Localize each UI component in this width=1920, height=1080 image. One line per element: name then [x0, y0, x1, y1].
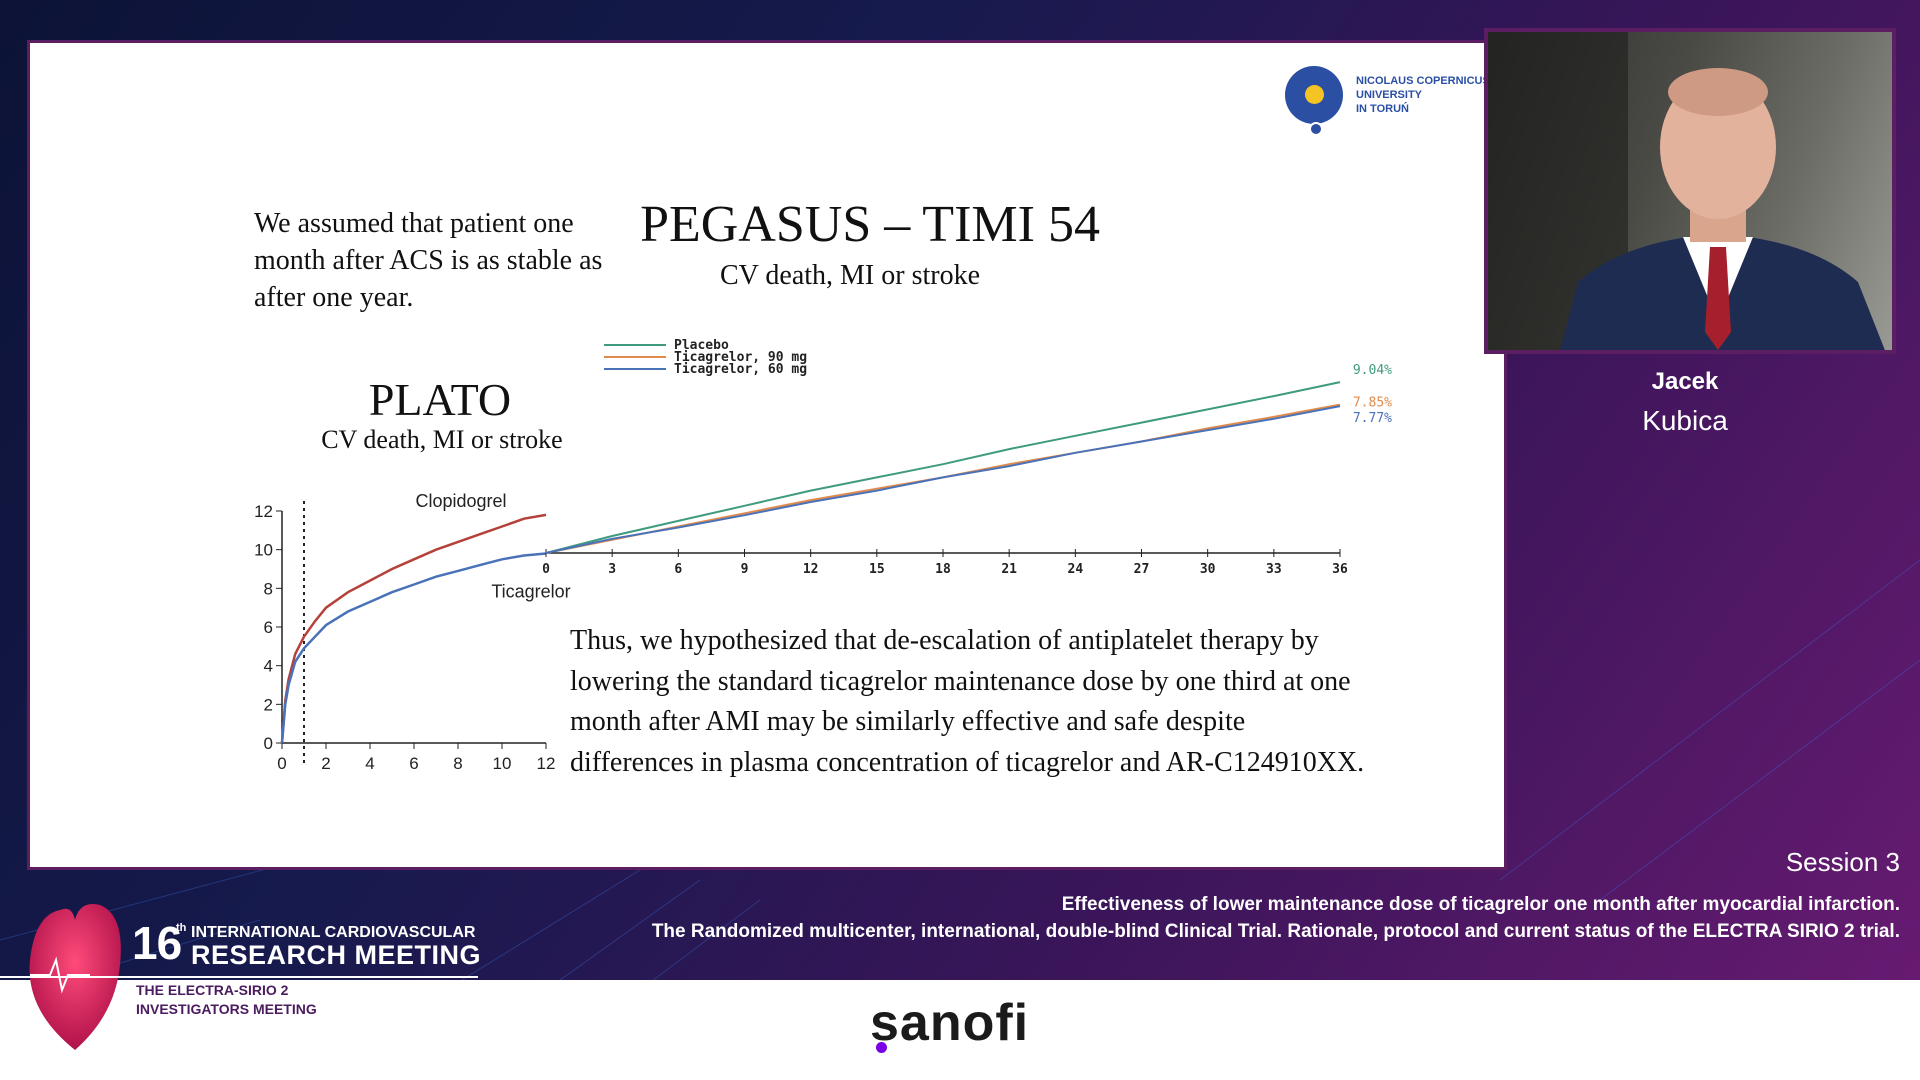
plato-y-tick-label: 6 [264, 618, 273, 637]
speaker-figure [1488, 32, 1885, 350]
pegasus-x-tick-label: 18 [935, 562, 951, 577]
plato-x-tick-label: 2 [321, 754, 330, 773]
pegasus-end-label: 7.85% [1353, 396, 1392, 411]
sponsor-logo: sanofi [870, 994, 1030, 1052]
speaker-last-name: Kubica [1642, 405, 1728, 436]
session-label: Session 3 [1785, 847, 1900, 877]
plato-series-label: Clopidogrel [415, 491, 506, 511]
pegasus-x-tick-label: 30 [1200, 562, 1216, 577]
plato-subtitle: CV death, MI or stroke [321, 425, 563, 454]
pegasus-x-tick-label: 0 [542, 562, 550, 577]
plato-x-tick-label: 6 [409, 754, 418, 773]
talk-title-line2: The Randomized multicenter, internationa… [651, 921, 1900, 942]
pegasus-legend-label: Ticagrelor, 90 mg [674, 350, 807, 365]
sponsor-dot-icon [876, 1042, 887, 1053]
brand-divider [0, 976, 478, 978]
university-name: NICOLAUS COPERNICUS UNIVERSITY IN TORUŃ [1356, 74, 1490, 116]
assumption-text: We assumed that patient one month after … [254, 208, 603, 313]
university-line1: NICOLAUS COPERNICUS [1356, 75, 1490, 87]
pegasus-x-tick-label: 33 [1266, 562, 1282, 577]
pegasus-x-tick-label: 36 [1332, 562, 1348, 577]
pegasus-end-label: 7.77% [1353, 411, 1392, 426]
plato-x-tick-label: 8 [453, 754, 462, 773]
plato-series-line [280, 552, 547, 744]
pegasus-title: PEGASUS – TIMI 54 [640, 196, 1100, 253]
edition-number: 16 [132, 917, 182, 969]
investigators-line2: INVESTIGATORS MEETING [136, 1001, 317, 1017]
pegasus-x-tick-label: 24 [1068, 562, 1084, 577]
speaker-first-name: Jacek [1651, 368, 1719, 395]
logo-dot-icon [1309, 122, 1323, 136]
plato-series-label: Ticagrelor [491, 582, 570, 602]
university-logo: NICOLAUS COPERNICUS UNIVERSITY IN TORUŃ [1285, 66, 1504, 136]
meeting-name-line2: RESEARCH MEETING [191, 940, 482, 970]
pegasus-end-label: 9.04% [1353, 363, 1392, 378]
plato-y-tick-label: 4 [264, 657, 273, 676]
plato-y-tick-label: 12 [254, 502, 273, 521]
sponsor-footer [0, 980, 1920, 1080]
university-line2: UNIVERSITY [1356, 89, 1423, 101]
plato-title: PLATO [368, 374, 512, 425]
pegasus-x-tick-label: 9 [741, 562, 749, 577]
pegasus-x-tick-label: 27 [1134, 562, 1150, 577]
pegasus-legend-label: Placebo [674, 338, 729, 353]
talk-title-line1: Effectiveness of lower maintenance dose … [1061, 894, 1900, 915]
pegasus-x-tick-label: 12 [803, 562, 819, 577]
plato-x-tick-label: 10 [493, 754, 512, 773]
pegasus-series-line [545, 381, 1341, 554]
plato-y-tick-label: 10 [254, 541, 273, 560]
charts-canvas: 0 2 4 6 8 10 12024681012ClopidogrelTicagrelor0… [254, 338, 1392, 773]
pegasus-x-tick-label: 21 [1001, 562, 1017, 577]
plato-y-tick-label: 8 [264, 579, 273, 598]
pegasus-subtitle: CV death, MI or stroke [720, 260, 980, 291]
presentation-slide: NICOLAUS COPERNICUS UNIVERSITY IN TORUŃ … [27, 40, 1507, 870]
pegasus-x-tick-label: 6 [674, 562, 682, 577]
university-line3: IN TORUŃ [1356, 103, 1409, 115]
plato-series-line [280, 513, 547, 744]
speaker-video [1484, 28, 1896, 354]
plato-y-tick-label: 2 [264, 695, 273, 714]
investigators-line1: THE ELECTRA-SIRIO 2 [136, 982, 289, 998]
plato-x-tick-label: 4 [365, 754, 374, 773]
plato-x-tick-label: 12 [537, 754, 556, 773]
heart-icon [29, 904, 121, 1050]
meeting-name-line1: INTERNATIONAL CARDIOVASCULAR [191, 924, 476, 941]
edition-suffix: th [176, 922, 187, 934]
pegasus-legend-label: Ticagrelor, 60 mg [674, 362, 807, 377]
plato-y-tick-label: 0 [264, 734, 273, 753]
pegasus-x-tick-label: 3 [608, 562, 616, 577]
plato-x-tick-label: 0 [277, 754, 286, 773]
pegasus-series-line [545, 405, 1341, 554]
logo-sun-icon [1305, 85, 1324, 104]
hypothesis-text: Thus, we hypothesized that de-escalation… [570, 625, 1365, 778]
pegasus-x-tick-label: 15 [869, 562, 885, 577]
